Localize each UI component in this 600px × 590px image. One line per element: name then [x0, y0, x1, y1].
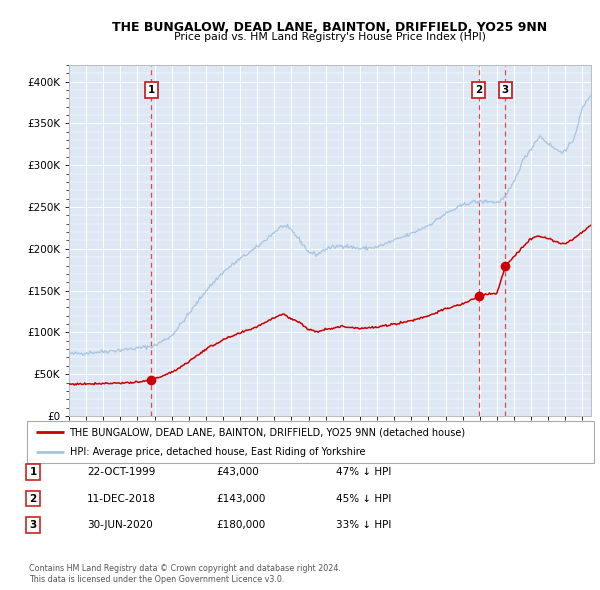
Text: 33% ↓ HPI: 33% ↓ HPI — [336, 520, 391, 530]
Text: HPI: Average price, detached house, East Riding of Yorkshire: HPI: Average price, detached house, East… — [70, 447, 365, 457]
FancyBboxPatch shape — [27, 421, 594, 463]
Text: 47% ↓ HPI: 47% ↓ HPI — [336, 467, 391, 477]
Text: 3: 3 — [29, 520, 37, 530]
Text: 22-OCT-1999: 22-OCT-1999 — [87, 467, 155, 477]
Text: This data is licensed under the Open Government Licence v3.0.: This data is licensed under the Open Gov… — [29, 575, 284, 584]
Text: 2: 2 — [475, 85, 482, 95]
Text: 1: 1 — [148, 85, 155, 95]
Text: Contains HM Land Registry data © Crown copyright and database right 2024.: Contains HM Land Registry data © Crown c… — [29, 565, 341, 573]
Text: 2: 2 — [29, 494, 37, 503]
Text: £180,000: £180,000 — [216, 520, 265, 530]
Text: £43,000: £43,000 — [216, 467, 259, 477]
Text: 1: 1 — [29, 467, 37, 477]
Text: £143,000: £143,000 — [216, 494, 265, 503]
Text: THE BUNGALOW, DEAD LANE, BAINTON, DRIFFIELD, YO25 9NN: THE BUNGALOW, DEAD LANE, BAINTON, DRIFFI… — [112, 21, 548, 34]
Text: 11-DEC-2018: 11-DEC-2018 — [87, 494, 156, 503]
Text: Price paid vs. HM Land Registry's House Price Index (HPI): Price paid vs. HM Land Registry's House … — [174, 32, 486, 42]
Text: 3: 3 — [502, 85, 509, 95]
Text: THE BUNGALOW, DEAD LANE, BAINTON, DRIFFIELD, YO25 9NN (detached house): THE BUNGALOW, DEAD LANE, BAINTON, DRIFFI… — [70, 427, 466, 437]
Text: 30-JUN-2020: 30-JUN-2020 — [87, 520, 153, 530]
Text: 45% ↓ HPI: 45% ↓ HPI — [336, 494, 391, 503]
